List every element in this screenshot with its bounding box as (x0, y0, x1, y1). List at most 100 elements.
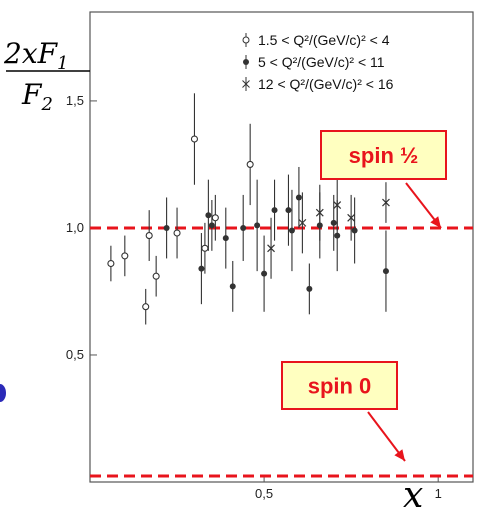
marker-filled-circle (285, 207, 292, 214)
marker-cross-b (315, 208, 324, 217)
marker-filled-circle (205, 212, 212, 219)
marker-open-circle (201, 244, 209, 252)
data-point-open-circle (201, 222, 209, 274)
data-point-open-circle (107, 245, 115, 282)
x-axis-label: x (403, 475, 423, 514)
data-point-open-circle (145, 210, 153, 261)
data-point-open-circle (152, 255, 160, 297)
marker-filled-circle (288, 227, 295, 234)
data-point-filled-circle (208, 200, 215, 251)
data-point-filled-circle (229, 260, 236, 312)
legend-marker-open-circle (242, 36, 250, 44)
marker-open-circle (142, 303, 150, 311)
marker-filled-circle (222, 235, 229, 242)
marker-filled-circle (382, 268, 389, 275)
marker-open-circle (121, 252, 129, 260)
data-point-cross (315, 184, 324, 241)
callout-box (281, 361, 398, 410)
marker-filled-circle (254, 222, 261, 229)
data-point-open-circle (173, 207, 181, 259)
callout-box (320, 130, 447, 180)
data-point-filled-circle (351, 197, 358, 264)
marker-cross-b (382, 198, 390, 207)
plot-frame (89, 11, 474, 483)
marker-filled-circle (261, 270, 268, 277)
data-point-filled-circle (306, 263, 313, 315)
data-point-filled-circle (254, 179, 261, 272)
marker-filled-circle (330, 219, 337, 226)
data-points (107, 93, 390, 325)
marker-cross-b (347, 213, 356, 222)
data-point-open-circle (121, 235, 129, 277)
data-point-filled-circle (163, 197, 170, 259)
marker-filled-circle (351, 227, 358, 234)
data-point-filled-circle (295, 166, 302, 228)
y-tick-label: 1,5 (66, 93, 84, 108)
marker-filled-circle (306, 285, 313, 292)
legend: 1.5 < Q²/(GeV/c)² < 4 5 < Q²/(GeV/c)² < 1… (242, 32, 394, 92)
marker-filled-circle (163, 224, 170, 231)
marker-open-circle (190, 135, 199, 143)
y-label-denominator: F2 (21, 78, 53, 115)
data-point-open-circle (211, 194, 219, 241)
marker-open-circle (211, 214, 219, 222)
callout-label: spin 0 (308, 374, 372, 399)
data-point-filled-circle (382, 230, 389, 312)
marker-filled-circle (198, 265, 205, 272)
data-point-cross (333, 179, 342, 231)
x-tick-label: 1 (435, 486, 442, 501)
data-point-cross (382, 182, 390, 223)
data-point-filled-circle (288, 189, 295, 272)
legend-marker-filled-circle (243, 59, 249, 65)
y-tick-label: 0,5 (66, 347, 84, 362)
legend-label: 5 < Q²/(GeV/c)² < 11 (258, 54, 385, 70)
callout-0: spin ½ (320, 130, 447, 229)
marker-filled-circle (240, 224, 247, 231)
marker-filled-circle (271, 207, 278, 214)
data-point-filled-circle (222, 207, 229, 269)
callout-arrow-head (394, 449, 405, 461)
data-point-filled-circle (261, 235, 268, 312)
data-point-open-circle (190, 93, 199, 185)
decorative-blue-dot (0, 384, 6, 402)
data-point-open-circle (142, 288, 150, 325)
legend-marker-cross-b (242, 80, 250, 88)
legend-entry: 12 < Q²/(GeV/c)² < 16 (242, 76, 394, 92)
callouts: spin ½ spin 0 (281, 130, 447, 462)
y-axis-label: 2xF1 F2 (3, 37, 90, 115)
marker-open-circle (173, 229, 181, 237)
data-point-filled-circle (240, 194, 247, 261)
data-point-filled-circle (285, 174, 292, 246)
data-point-filled-circle (271, 179, 278, 241)
marker-open-circle (246, 160, 254, 168)
marker-open-circle (145, 232, 153, 240)
x-tick-label: 0,5 (255, 486, 273, 501)
callout-1: spin 0 (281, 361, 406, 462)
data-point-filled-circle (198, 233, 205, 305)
legend-entry: 5 < Q²/(GeV/c)² < 11 (243, 54, 385, 70)
callout-label: spin ½ (349, 143, 419, 168)
y-tick-label: 1,0 (66, 220, 84, 235)
data-point-cross (298, 192, 307, 254)
marker-open-circle (107, 259, 115, 268)
legend-entry: 1.5 < Q²/(GeV/c)² < 4 (242, 32, 390, 48)
marker-cross-b (298, 218, 307, 227)
data-point-filled-circle (330, 194, 337, 251)
marker-cross-b (267, 244, 275, 253)
data-point-filled-circle (205, 179, 212, 251)
marker-filled-circle (208, 222, 215, 229)
data-point-cross (347, 194, 356, 241)
marker-filled-circle (229, 283, 236, 290)
callout-arrow-head (430, 216, 441, 228)
marker-filled-circle (295, 194, 302, 201)
legend-label: 1.5 < Q²/(GeV/c)² < 4 (258, 32, 390, 48)
marker-filled-circle (334, 232, 341, 239)
data-point-open-circle (246, 123, 254, 206)
marker-cross-b (333, 201, 342, 210)
marker-open-circle (152, 272, 160, 280)
y-label-numerator: 2xF1 (3, 37, 69, 74)
data-point-cross (267, 217, 275, 279)
legend-label: 12 < Q²/(GeV/c)² < 16 (258, 76, 394, 92)
reference-lines (90, 226, 473, 478)
